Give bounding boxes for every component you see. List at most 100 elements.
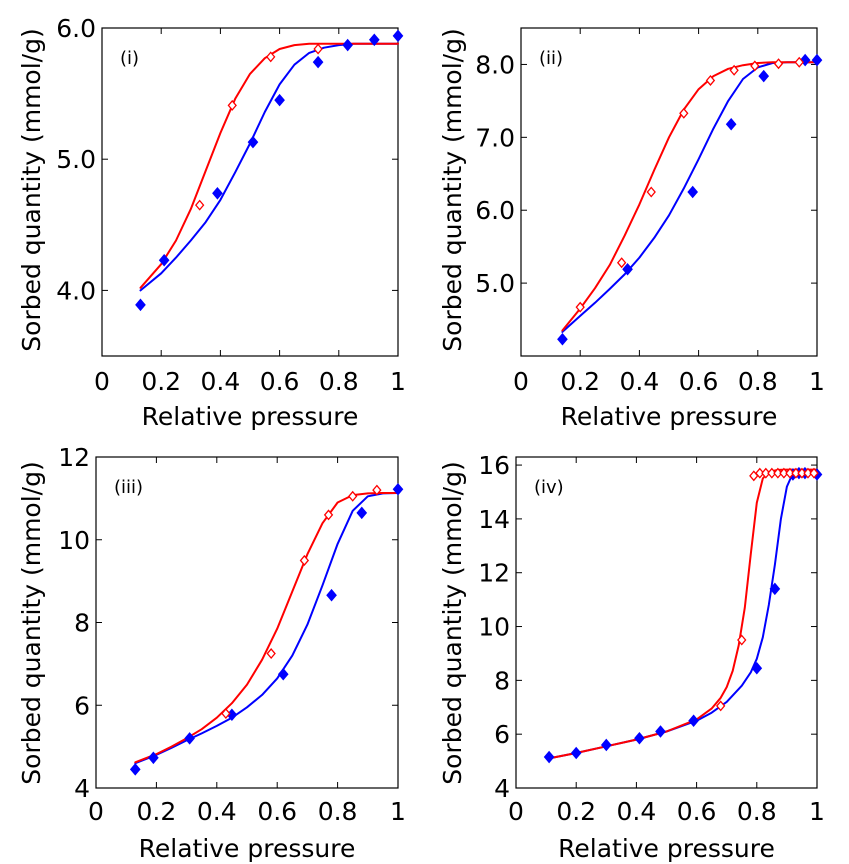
x-tick-label: 1 <box>809 797 825 826</box>
x-tick-label: 0.2 <box>560 367 600 396</box>
y-tick-label: 8.0 <box>475 50 515 79</box>
y-axis-label: Sorbed quantity (mmol/g) <box>17 28 46 351</box>
data-point-adsorption <box>688 714 699 727</box>
x-axis-label: Relative pressure <box>561 402 778 431</box>
panel-label: (ii) <box>539 48 563 69</box>
data-point-desorption <box>767 467 777 479</box>
y-tick-label: 16 <box>478 451 510 480</box>
y-tick-label: 4.0 <box>56 276 96 305</box>
plot-frame <box>95 456 399 789</box>
data-point-adsorption <box>274 93 285 107</box>
data-point-adsorption <box>655 725 666 738</box>
plot-frame <box>101 27 399 357</box>
data-point-desorption <box>791 467 801 479</box>
data-point-adsorption <box>687 185 699 199</box>
data-point-desorption <box>646 186 656 198</box>
data-point-adsorption <box>811 53 823 67</box>
x-tick-label: 0.4 <box>620 367 660 396</box>
x-tick-label: 0 <box>508 797 524 826</box>
data-point-desorption <box>729 64 739 76</box>
x-tick-label: 0.2 <box>141 367 181 396</box>
data-point-desorption <box>195 199 205 211</box>
data-point-adsorption <box>769 582 781 596</box>
data-point-desorption <box>755 467 765 479</box>
data-point-adsorption <box>148 751 159 765</box>
data-point-desorption <box>266 51 276 63</box>
fit-curve-desorption-fit <box>561 61 818 332</box>
y-tick-label: 8 <box>74 609 90 638</box>
x-tick-label: 0.8 <box>318 797 358 826</box>
y-tick-label: 10 <box>478 613 510 642</box>
chart-panel-2: 0 0.2 0.4 0.6 0.8 1 5.0 6.0 7.0 8.0 Relative press… <box>438 27 825 431</box>
data-point-desorption <box>266 648 276 660</box>
y-tick-label: 12 <box>58 443 90 472</box>
y-tick-label: 4 <box>74 774 90 803</box>
data-point-adsorption <box>392 482 404 496</box>
x-tick-label: 0.6 <box>260 367 300 396</box>
data-point-desorption <box>737 634 747 646</box>
data-point-adsorption <box>356 506 368 520</box>
y-tick-label: 6.0 <box>56 14 96 43</box>
data-point-desorption <box>372 484 382 496</box>
data-point-adsorption <box>557 332 568 346</box>
x-tick-label: 0.8 <box>319 367 359 396</box>
data-point-desorption <box>299 554 310 566</box>
data-point-desorption <box>779 467 789 479</box>
x-tick-label: 0.6 <box>257 797 297 826</box>
x-tick-label: 0.8 <box>737 797 777 826</box>
data-point-adsorption <box>622 262 633 276</box>
x-tick-label: 0.4 <box>201 367 241 396</box>
x-axis-label: Relative pressure <box>142 402 359 431</box>
chart-panel-1: 0 0.2 0.4 0.6 0.8 1 4.0 5.0 6.0 Relative pressure… <box>17 14 406 431</box>
fit-curve-desorption-fit <box>139 42 399 289</box>
data-point-adsorption <box>600 738 612 752</box>
fit-curve-desorption-fit <box>134 492 399 764</box>
plot-frame <box>515 456 818 789</box>
data-point-adsorption <box>342 38 354 52</box>
data-point-desorption <box>227 99 237 111</box>
panel-label: (i) <box>120 48 139 69</box>
fit-curve-adsorption-fit <box>139 42 399 292</box>
y-tick-label: 4 <box>494 774 510 803</box>
x-tick-label: 1 <box>390 367 406 396</box>
data-point-adsorption <box>326 588 337 602</box>
data-point-desorption <box>313 43 323 55</box>
data-point-adsorption <box>277 667 289 681</box>
x-tick-label: 0 <box>513 367 529 396</box>
data-point-desorption <box>761 467 771 479</box>
data-point-desorption <box>750 60 760 72</box>
y-axis-label: Sorbed quantity (mmol/g) <box>17 461 46 784</box>
x-tick-label: 0.6 <box>679 367 719 396</box>
y-tick-label: 7.0 <box>475 123 515 152</box>
x-tick-label: 0.2 <box>137 797 177 826</box>
y-tick-label: 5.0 <box>56 145 96 174</box>
fit-curve-adsorption-fit <box>548 469 818 760</box>
y-tick-label: 12 <box>478 559 510 588</box>
plot-frame <box>520 27 818 357</box>
data-point-adsorption <box>312 55 324 69</box>
x-axis-label: Relative pressure <box>139 834 356 863</box>
data-point-desorption <box>803 467 813 479</box>
fit-curve-adsorption-fit <box>134 492 399 765</box>
data-point-adsorption <box>725 117 737 131</box>
data-point-adsorption <box>212 187 223 200</box>
chart-panel-3: 0 0.2 0.4 0.6 0.8 1 4 6 8 10 12 Relative pressure So… <box>17 443 406 863</box>
y-axis-label: Sorbed quantity (mmol/g) <box>438 28 467 351</box>
x-tick-label: 1 <box>390 797 406 826</box>
data-point-adsorption <box>634 731 645 745</box>
data-point-desorption <box>797 467 807 479</box>
y-tick-label: 8 <box>494 666 510 695</box>
x-tick-label: 0 <box>94 367 110 396</box>
data-point-desorption <box>785 467 795 479</box>
data-point-adsorption <box>135 298 146 312</box>
y-axis-label: Sorbed quantity (mmol/g) <box>438 461 467 784</box>
x-tick-label: 0.4 <box>617 797 657 826</box>
data-point-desorption <box>323 509 334 521</box>
data-point-desorption <box>794 56 804 68</box>
data-point-desorption <box>809 467 819 479</box>
data-point-desorption <box>348 490 358 502</box>
data-point-adsorption <box>392 29 404 43</box>
data-point-desorption <box>705 74 716 86</box>
